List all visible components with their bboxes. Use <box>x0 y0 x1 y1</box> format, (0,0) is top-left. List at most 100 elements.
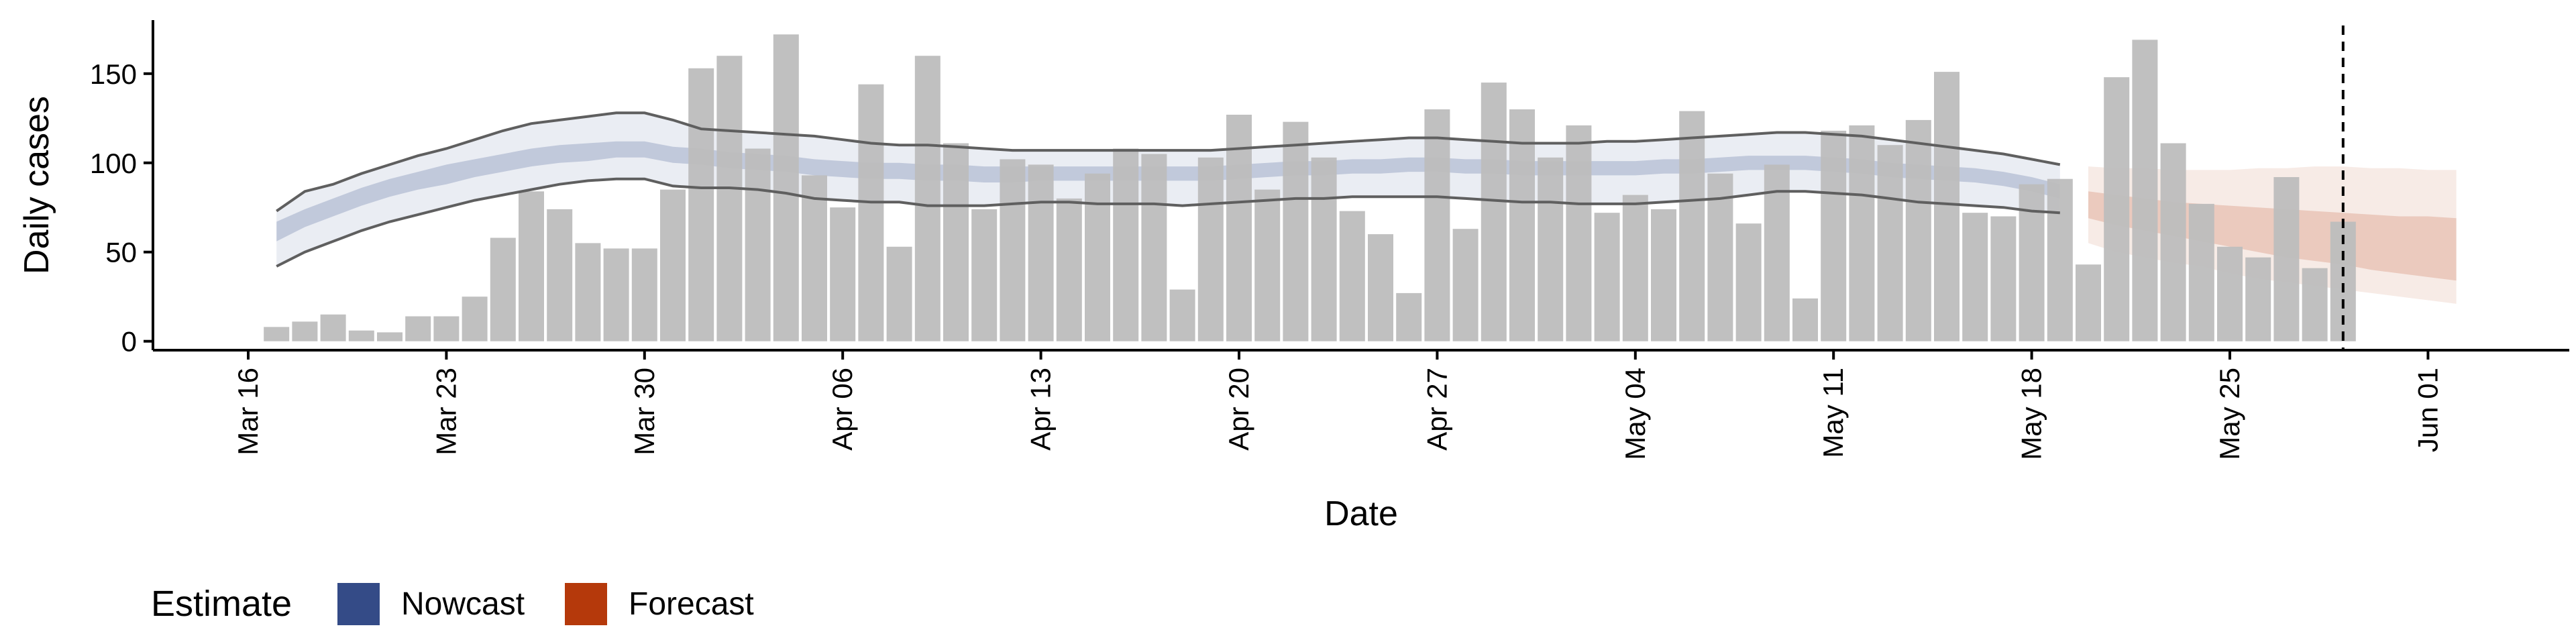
case-bar <box>2217 246 2243 341</box>
x-tick-label: Jun 01 <box>2412 368 2443 452</box>
case-bar <box>1000 159 1026 341</box>
case-bar <box>1396 292 1422 341</box>
x-tick-label: Mar 30 <box>629 368 660 455</box>
case-bar <box>1085 173 1110 341</box>
case-bar <box>377 332 402 341</box>
case-bar <box>547 209 573 341</box>
x-tick-label: May 11 <box>1817 368 1849 458</box>
case-bar <box>1821 130 1847 341</box>
case-bar <box>2160 143 2186 341</box>
case-bar <box>1283 121 1309 341</box>
case-bar <box>1679 111 1705 341</box>
case-bar <box>462 297 488 341</box>
case-bar <box>2104 77 2130 341</box>
case-bar <box>1254 189 1281 341</box>
x-tick-label: May 04 <box>1619 368 1651 460</box>
case-bar <box>631 248 657 341</box>
nowcast-upper-line <box>276 111 2061 213</box>
x-tick-label: Mar 16 <box>232 368 264 455</box>
case-bar <box>1990 216 2017 341</box>
case-bar <box>1311 157 1337 341</box>
case-bar <box>2245 257 2271 341</box>
case-bar <box>1481 83 1507 341</box>
case-bar <box>1622 195 1648 341</box>
case-bar <box>2047 178 2073 341</box>
case-bar <box>1339 211 1365 341</box>
case-bar <box>575 243 601 341</box>
case-bar <box>1707 173 1733 341</box>
case-bar <box>405 316 431 341</box>
y-tick-label: 0 <box>121 326 137 358</box>
case-bar <box>519 191 544 341</box>
y-axis-title: Daily cases <box>17 96 56 274</box>
case-bar <box>264 327 290 341</box>
case-bar <box>1792 298 1818 341</box>
case-bar <box>830 207 856 341</box>
case-bar <box>1735 223 1762 341</box>
legend-label-nowcast: Nowcast <box>401 586 525 622</box>
y-tick-label: 150 <box>90 58 137 90</box>
case-bar <box>433 316 460 341</box>
case-bar <box>1056 198 1082 341</box>
legend-swatch-forecast <box>565 583 607 625</box>
case-bar <box>1452 229 1479 341</box>
case-bar <box>2302 268 2328 341</box>
legend-swatch-nowcast <box>337 583 380 625</box>
case-bar <box>688 68 714 341</box>
x-tick-label: Apr 13 <box>1025 368 1057 451</box>
case-bar <box>1594 213 1620 341</box>
case-bar <box>858 84 884 341</box>
case-bar <box>1509 109 1535 341</box>
case-bar <box>1566 125 1592 341</box>
x-tick-label: Apr 20 <box>1223 368 1254 451</box>
case-bar <box>2188 203 2214 341</box>
case-bar <box>2132 40 2158 341</box>
case-bar <box>1028 164 1054 341</box>
case-bar <box>1651 209 1676 341</box>
x-tick-label: May 18 <box>2016 368 2047 460</box>
y-tick-label: 100 <box>90 148 137 179</box>
case-bar <box>1141 154 1167 341</box>
case-bar <box>1849 125 1875 341</box>
case-bar <box>603 248 629 341</box>
case-bar <box>1905 119 1931 341</box>
case-bar <box>1226 115 1252 341</box>
case-bar <box>660 189 686 341</box>
legend-title: Estimate <box>151 584 292 624</box>
x-tick-label: Mar 23 <box>430 368 462 455</box>
case-bar <box>2019 184 2045 341</box>
case-bar <box>2273 177 2300 341</box>
case-bar <box>716 56 743 341</box>
case-bar <box>1197 157 1224 341</box>
reported-cases-bars <box>264 34 2356 341</box>
case-bar <box>971 209 998 341</box>
case-bar <box>490 237 516 341</box>
case-bar <box>1368 234 1393 341</box>
axes: 0 50 100 150 Mar 16 Mar 23 Mar 30 Apr 06 Apr 13 A… <box>90 20 2569 460</box>
x-tick-label: May 25 <box>2214 368 2245 460</box>
case-bar <box>1424 109 1450 341</box>
y-tick-label: 50 <box>105 237 137 268</box>
x-tick-label: Apr 27 <box>1421 368 1452 451</box>
x-axis-title: Date <box>1324 494 1398 533</box>
x-tick-label: Apr 06 <box>826 368 858 451</box>
legend-label-forecast: Forecast <box>629 586 754 622</box>
case-bar <box>320 314 346 341</box>
case-bar <box>943 143 969 341</box>
case-bar <box>1764 164 1790 341</box>
case-bar <box>1113 148 1139 341</box>
case-bar <box>1877 145 1903 341</box>
case-bar <box>1962 213 1988 341</box>
case-bar <box>745 148 771 341</box>
case-bar <box>802 175 827 341</box>
nowcast-lower-line <box>276 177 2060 268</box>
case-bar <box>1538 157 1564 341</box>
case-bar <box>348 330 374 341</box>
case-bar <box>886 246 912 341</box>
case-bar <box>292 321 318 341</box>
case-bar <box>773 34 799 341</box>
case-bar <box>914 56 941 341</box>
estimate-interval-lines <box>276 25 2345 350</box>
